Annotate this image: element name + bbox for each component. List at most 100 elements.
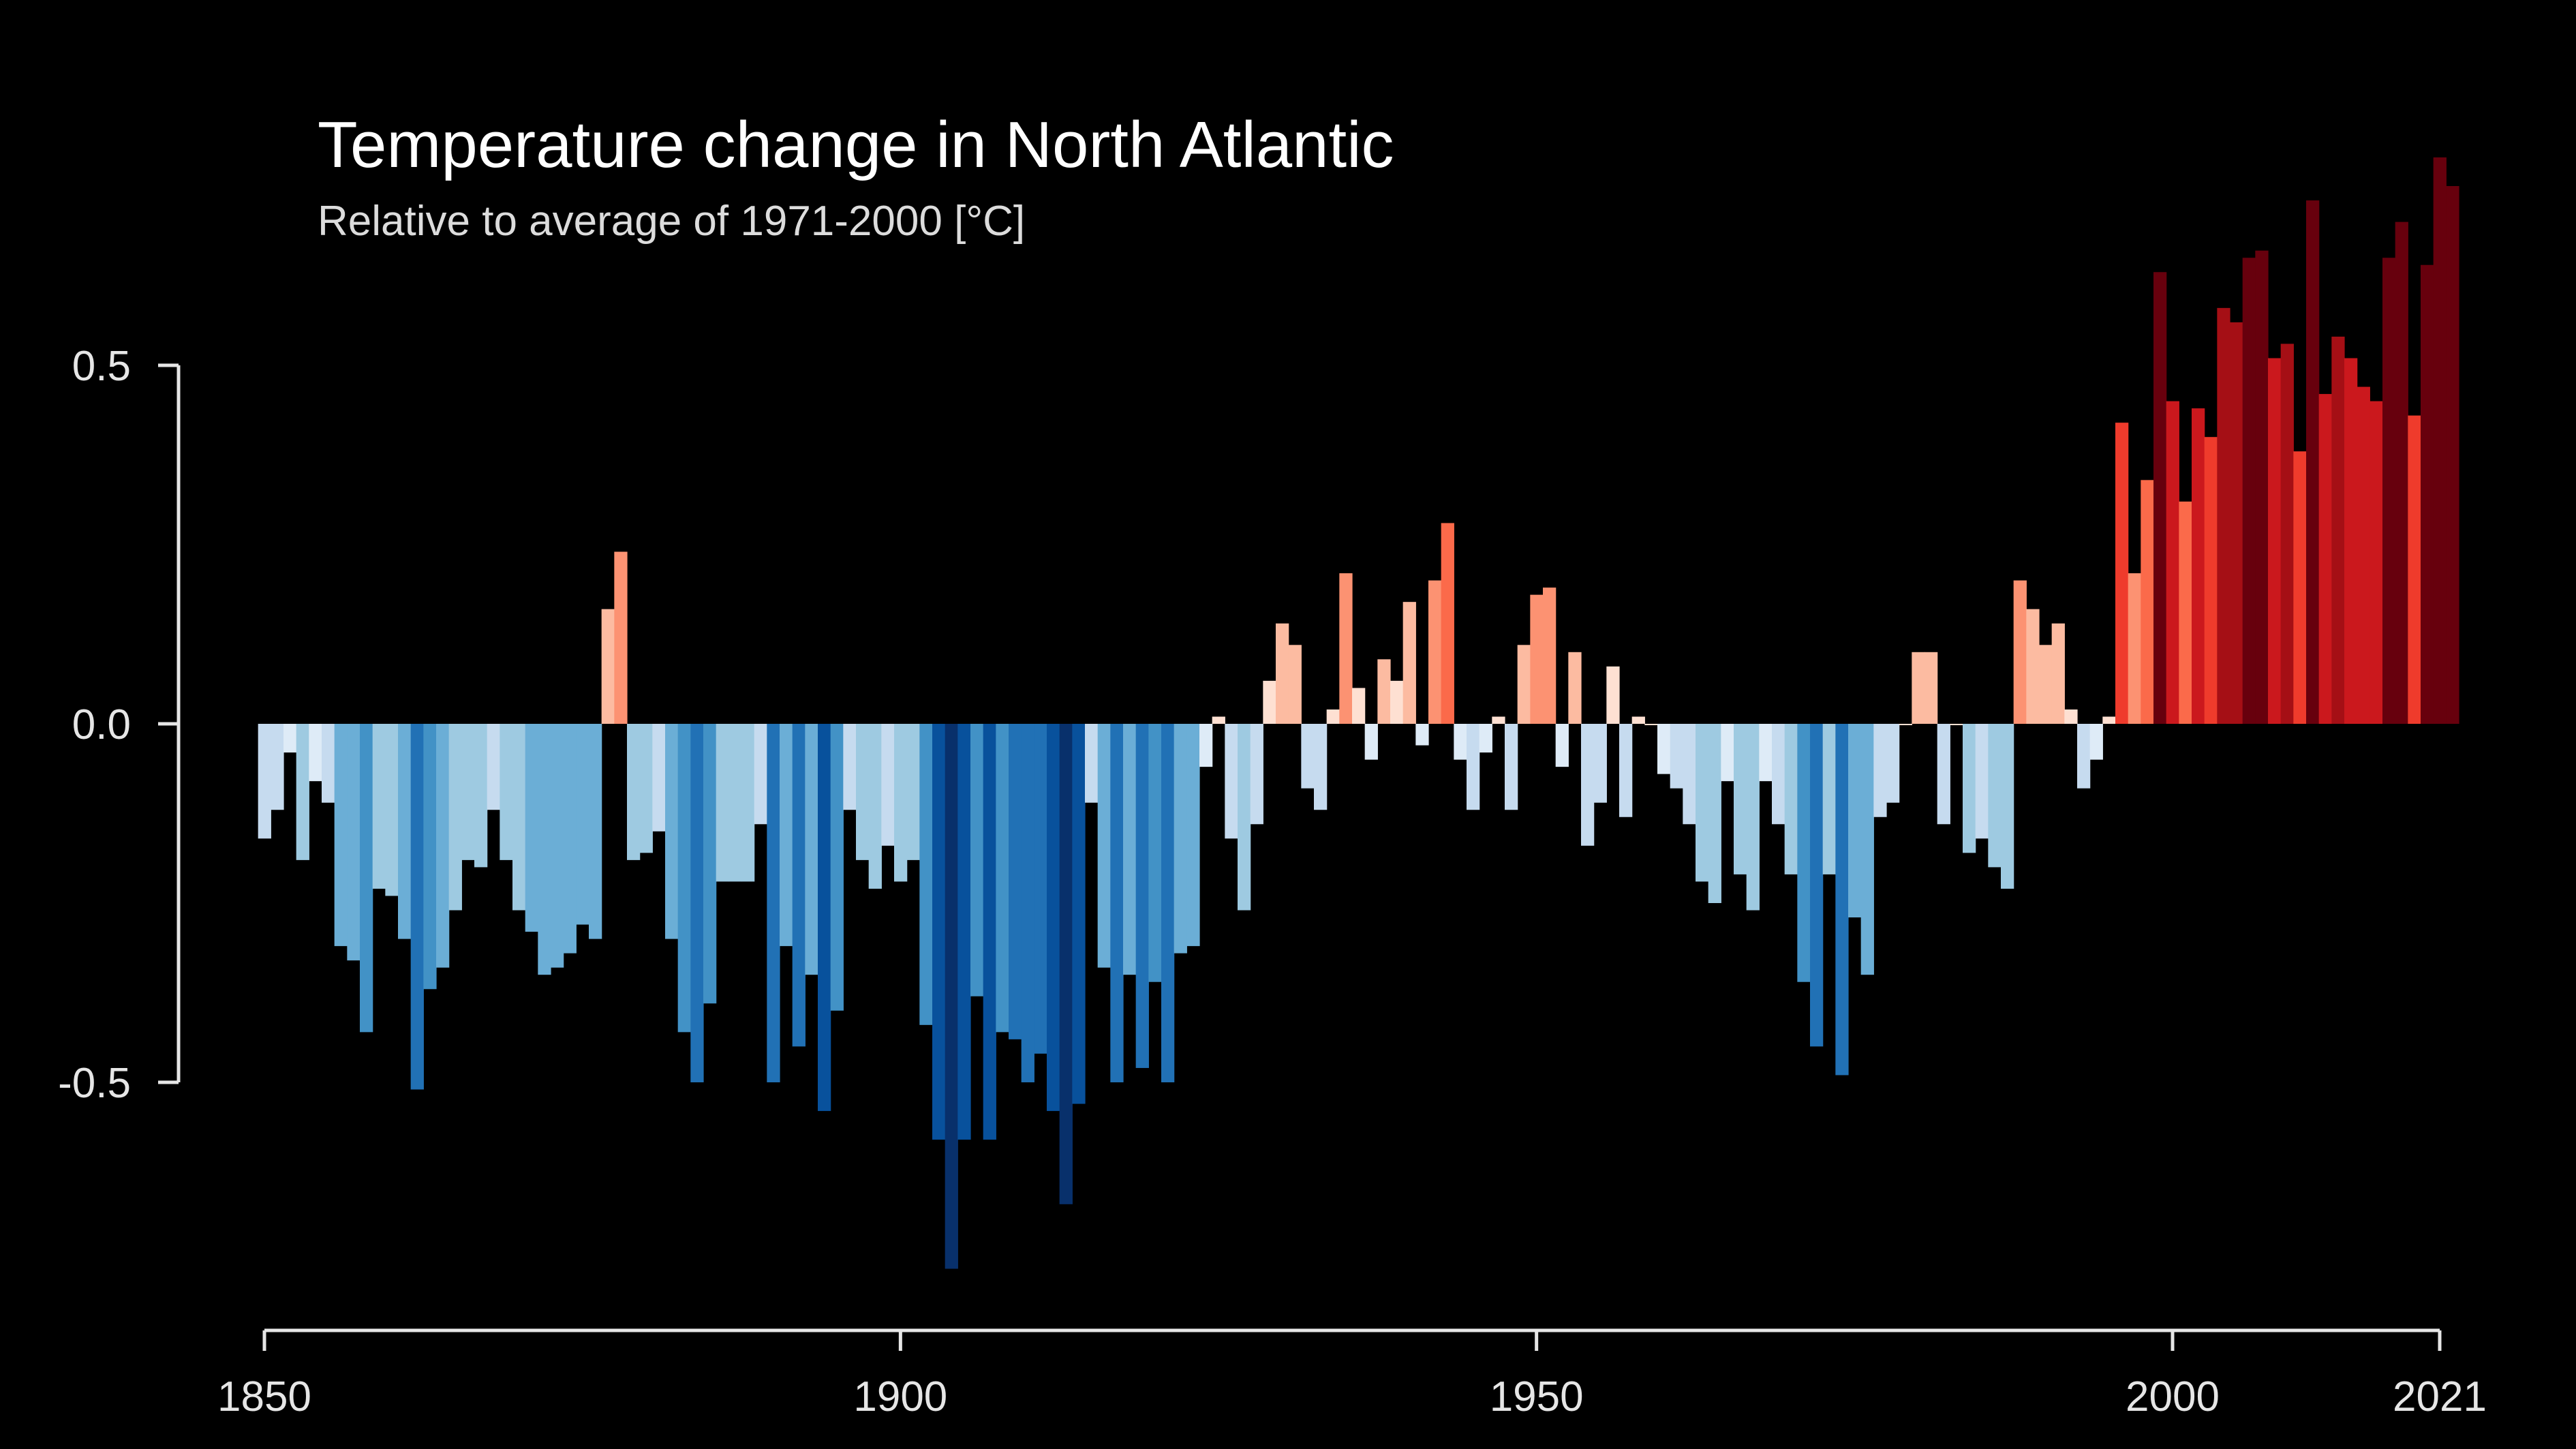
bar-1905 xyxy=(957,724,971,1140)
bar-1933 xyxy=(1314,724,1328,810)
bar-1878 xyxy=(614,551,628,724)
chart-subtitle: Relative to average of 1971-2000 [°C] xyxy=(318,198,1025,245)
bar-1996 xyxy=(2115,423,2129,724)
bar-1918 xyxy=(1123,724,1137,975)
bar-1877 xyxy=(601,609,615,724)
bar-1994 xyxy=(2089,724,2103,760)
bar-1964 xyxy=(1708,724,1721,903)
bar-1909 xyxy=(1009,724,1022,1039)
bar-1913 xyxy=(1059,724,1073,1204)
bar-1982 xyxy=(1937,724,1950,825)
bar-1864 xyxy=(436,724,450,968)
bar-2012 xyxy=(2318,394,2332,724)
bar-1984 xyxy=(1963,724,1976,853)
bar-1857 xyxy=(347,724,361,961)
bar-1901 xyxy=(906,724,920,860)
bar-1889 xyxy=(754,724,767,825)
bar-1898 xyxy=(868,724,882,889)
bar-1937 xyxy=(1364,724,1378,760)
bar-1872 xyxy=(538,724,551,975)
bar-1902 xyxy=(919,724,933,1025)
bar-1989 xyxy=(2026,609,2040,724)
bar-1988 xyxy=(2013,580,2027,724)
bar-1894 xyxy=(818,724,831,1112)
bar-1979 xyxy=(1899,724,1912,725)
bar-1981 xyxy=(1925,652,1938,724)
bar-1883 xyxy=(677,724,691,1033)
bar-1861 xyxy=(398,724,412,939)
bar-1998 xyxy=(2141,480,2154,724)
bar-1920 xyxy=(1148,724,1162,982)
bar-1967 xyxy=(1746,724,1760,911)
bar-1943 xyxy=(1441,523,1454,724)
bar-1860 xyxy=(385,724,399,896)
bar-1936 xyxy=(1352,688,1366,724)
bar-1977 xyxy=(1873,724,1887,817)
bar-1867 xyxy=(474,724,488,868)
bar-1869 xyxy=(500,724,513,860)
bar-1900 xyxy=(894,724,908,882)
bar-1969 xyxy=(1772,724,1785,825)
bar-1941 xyxy=(1415,724,1429,746)
bar-2008 xyxy=(2268,358,2282,724)
bar-2014 xyxy=(2344,358,2358,724)
x-tick-label: 1850 xyxy=(217,1373,311,1420)
bar-1912 xyxy=(1047,724,1060,1112)
bar-1871 xyxy=(525,724,538,932)
bar-1856 xyxy=(334,724,348,947)
bar-1987 xyxy=(2001,724,2014,889)
bar-1892 xyxy=(792,724,806,1047)
x-tick-label: 1950 xyxy=(1490,1373,1584,1420)
bar-1917 xyxy=(1110,724,1124,1082)
bar-1884 xyxy=(690,724,704,1082)
bar-1949 xyxy=(1517,645,1531,724)
bar-group xyxy=(258,157,2459,1269)
bar-1995 xyxy=(2102,716,2116,724)
bar-1896 xyxy=(843,724,857,810)
bar-1976 xyxy=(1860,724,1874,975)
bar-1904 xyxy=(945,724,958,1269)
bar-2020 xyxy=(2421,264,2434,724)
bar-1999 xyxy=(2153,272,2167,724)
bar-1875 xyxy=(576,724,589,925)
bar-1921 xyxy=(1161,724,1175,1082)
bar-1975 xyxy=(1848,724,1862,918)
bar-1858 xyxy=(360,724,373,1033)
bar-1960 xyxy=(1657,724,1671,774)
bar-2013 xyxy=(2331,336,2345,724)
bar-1854 xyxy=(309,724,322,782)
bar-1852 xyxy=(283,724,297,753)
bar-1914 xyxy=(1072,724,1086,1104)
bar-1876 xyxy=(589,724,602,939)
bar-2015 xyxy=(2357,386,2370,724)
bar-1868 xyxy=(487,724,500,810)
chart-title: Temperature change in North Atlantic xyxy=(318,108,1394,181)
bar-1957 xyxy=(1619,724,1633,817)
bar-1890 xyxy=(767,724,780,1082)
bar-1886 xyxy=(716,724,729,882)
bar-1891 xyxy=(780,724,793,947)
bar-1939 xyxy=(1390,680,1404,724)
x-axis: 1850 1900 1950 2000 2021 xyxy=(217,1328,2487,1420)
bar-1907 xyxy=(983,724,996,1140)
bar-1940 xyxy=(1402,602,1416,724)
bar-1882 xyxy=(665,724,679,939)
bar-1887 xyxy=(729,724,742,882)
x-tick-label: 2000 xyxy=(2126,1373,2220,1420)
bar-2016 xyxy=(2370,401,2383,724)
bar-1850 xyxy=(258,724,271,839)
bar-1916 xyxy=(1097,724,1111,968)
bar-1932 xyxy=(1301,724,1315,789)
bar-1959 xyxy=(1644,724,1658,725)
bar-1946 xyxy=(1479,724,1492,753)
bar-1965 xyxy=(1721,724,1734,782)
bar-2002 xyxy=(2192,408,2205,724)
bar-2003 xyxy=(2204,437,2218,724)
bar-2007 xyxy=(2255,250,2269,724)
bar-1893 xyxy=(805,724,818,975)
bar-1908 xyxy=(996,724,1009,1033)
bar-2001 xyxy=(2179,501,2192,724)
bar-1934 xyxy=(1326,709,1340,724)
y-tick-label: 0.0 xyxy=(72,701,131,748)
bar-1986 xyxy=(1988,724,2002,868)
